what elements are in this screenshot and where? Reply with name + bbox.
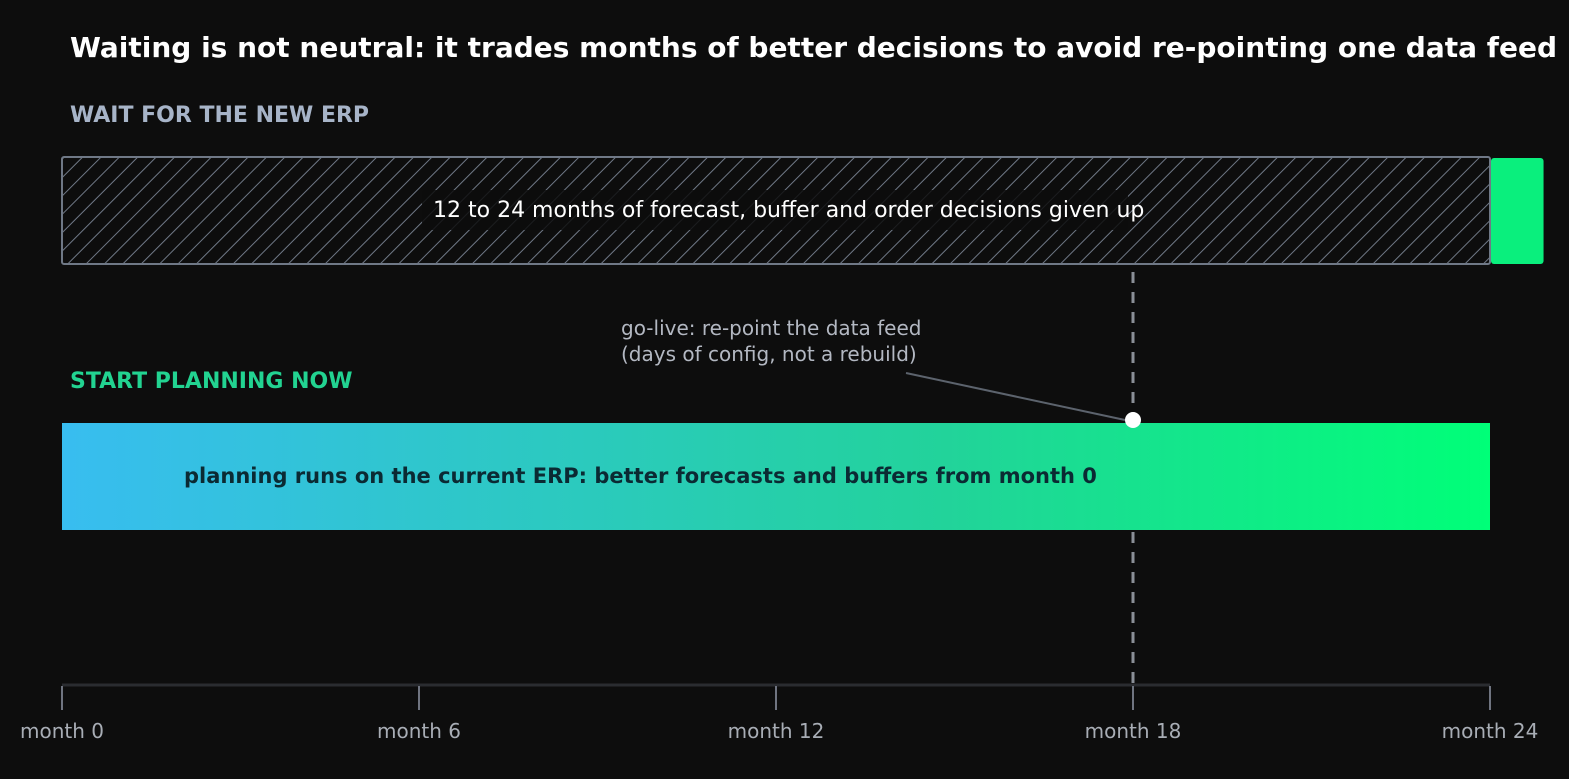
chart-title: Waiting is not neutral: it trades months… <box>70 31 1557 64</box>
x-tick-label: month 24 <box>1442 719 1539 743</box>
x-tick-label: month 12 <box>728 719 825 743</box>
x-axis-ticks: month 0 month 6 month 12 month 18 month 24 <box>20 686 1538 743</box>
golive-marker-dot <box>1125 412 1141 428</box>
golive-annotation-leader <box>905 372 1126 421</box>
x-tick-label: month 6 <box>377 719 461 743</box>
golive-annotation-line-2: (days of config, not a rebuild) <box>621 342 917 366</box>
new-erp-golive-block <box>1491 158 1544 264</box>
wait-band-label: 12 to 24 months of forecast, buffer and … <box>433 198 1144 223</box>
x-tick-label: month 0 <box>20 719 104 743</box>
x-tick-label: month 18 <box>1085 719 1182 743</box>
now-band-label: planning runs on the current ERP: better… <box>184 464 1097 488</box>
now-gradient-band <box>62 423 1490 530</box>
golive-annotation-line-1: go-live: re-point the data feed <box>621 316 921 340</box>
wait-band-label-backdrop <box>422 190 1128 230</box>
wait-row-label: WAIT FOR THE NEW ERP <box>70 103 369 128</box>
now-row-label: START PLANNING NOW <box>70 369 352 394</box>
